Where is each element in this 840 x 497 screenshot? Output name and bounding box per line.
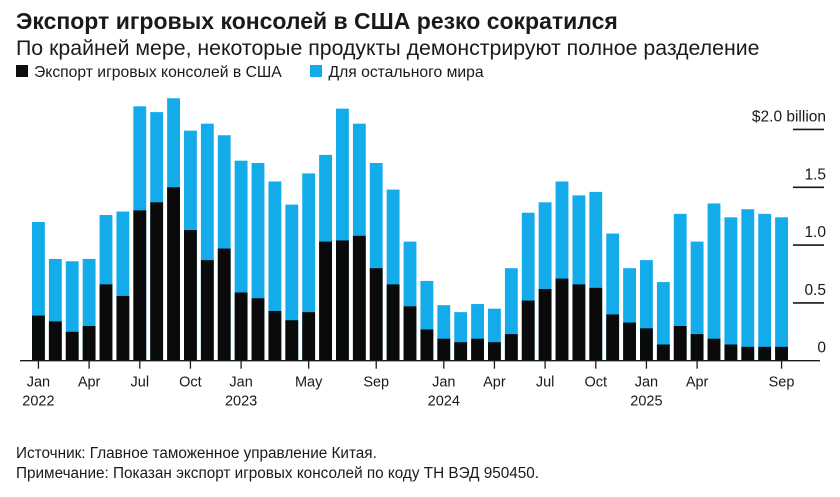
- svg-text:Apr: Apr: [78, 375, 101, 391]
- svg-text:2025: 2025: [630, 394, 662, 410]
- svg-text:May: May: [295, 375, 323, 391]
- svg-text:Oct: Oct: [179, 375, 202, 391]
- svg-text:0: 0: [817, 340, 826, 357]
- svg-text:Jul: Jul: [131, 375, 150, 391]
- svg-text:Jul: Jul: [536, 375, 555, 391]
- svg-text:2022: 2022: [22, 394, 54, 410]
- svg-text:1.5: 1.5: [804, 166, 826, 183]
- svg-text:Jan: Jan: [635, 375, 658, 391]
- svg-text:Oct: Oct: [584, 375, 607, 391]
- svg-text:Sep: Sep: [769, 375, 795, 391]
- svg-text:$2.0 billion: $2.0 billion: [752, 108, 826, 125]
- svg-text:Apr: Apr: [483, 375, 506, 391]
- svg-text:2024: 2024: [428, 394, 460, 410]
- svg-text:1.0: 1.0: [804, 224, 826, 241]
- svg-text:Jan: Jan: [27, 375, 50, 391]
- svg-text:Sep: Sep: [363, 375, 389, 391]
- svg-text:Apr: Apr: [686, 375, 709, 391]
- svg-text:2023: 2023: [225, 394, 257, 410]
- svg-text:Jan: Jan: [229, 375, 252, 391]
- svg-text:Jan: Jan: [432, 375, 455, 391]
- svg-text:0.5: 0.5: [804, 282, 826, 299]
